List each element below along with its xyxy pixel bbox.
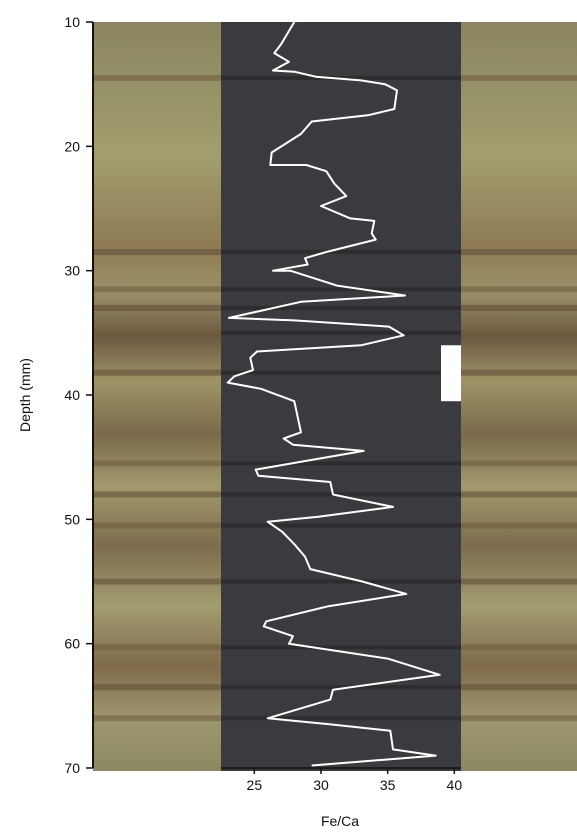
x-tick-label: 25 [247, 777, 263, 793]
sediment-band [93, 715, 221, 722]
scan-band [221, 250, 461, 255]
scan-band [221, 461, 461, 466]
scan-band [221, 579, 461, 584]
sediment-band [93, 74, 221, 81]
scan-band [221, 370, 461, 375]
sediment-band [93, 460, 221, 467]
x-axis-title: Fe/Ca [321, 813, 359, 829]
sediment-band [93, 286, 221, 293]
sediment-band [461, 249, 577, 256]
x-tick-label: 40 [447, 777, 463, 793]
y-tick-label: 40 [64, 387, 80, 403]
sediment-band [461, 304, 577, 311]
sediment-band [461, 684, 577, 691]
sediment-band [461, 644, 577, 651]
sediment-band [93, 329, 221, 336]
sediment-band [461, 715, 577, 722]
sediment-band [461, 369, 577, 376]
sediment-band [461, 74, 577, 81]
y-tick-label: 70 [64, 760, 80, 776]
scan-band [221, 492, 461, 497]
y-tick-label: 30 [64, 263, 80, 279]
x-tick-label: 35 [380, 777, 396, 793]
sediment-band [93, 644, 221, 651]
scan-band [221, 287, 461, 292]
scan-band [221, 685, 461, 690]
sediment-band [93, 249, 221, 256]
sediment-band [461, 491, 577, 498]
sediment-band [461, 522, 577, 529]
core-photo-right [461, 22, 577, 771]
scan-band [221, 305, 461, 310]
y-tick-label: 10 [64, 14, 80, 30]
y-axis-title: Depth (mm) [17, 358, 33, 432]
sediment-band [93, 522, 221, 529]
y-tick-label: 50 [64, 511, 80, 527]
sediment-band [461, 329, 577, 336]
scan-band [221, 523, 461, 528]
xrf-scan-panel [221, 22, 461, 771]
core-photo-left [93, 22, 221, 771]
y-tick-label: 60 [64, 636, 80, 652]
y-tick-label: 20 [64, 138, 80, 154]
sediment-band [461, 286, 577, 293]
scan-band [221, 645, 461, 650]
sample-marker [441, 345, 461, 402]
sediment-band [461, 460, 577, 467]
sediment-band [93, 369, 221, 376]
scan-band [221, 716, 461, 721]
sediment-band [93, 578, 221, 585]
y-ticks: 10 20 30 40 50 60 70 [64, 14, 93, 776]
sediment-band [93, 304, 221, 311]
sediment-band [461, 578, 577, 585]
x-ticks: 25 30 35 40 [247, 768, 463, 793]
x-tick-label: 30 [313, 777, 329, 793]
sediment-band [93, 684, 221, 691]
scan-band [221, 330, 461, 335]
fe-ca-series-line [226, 21, 441, 767]
core-bands [93, 74, 577, 722]
sediment-band [93, 491, 221, 498]
